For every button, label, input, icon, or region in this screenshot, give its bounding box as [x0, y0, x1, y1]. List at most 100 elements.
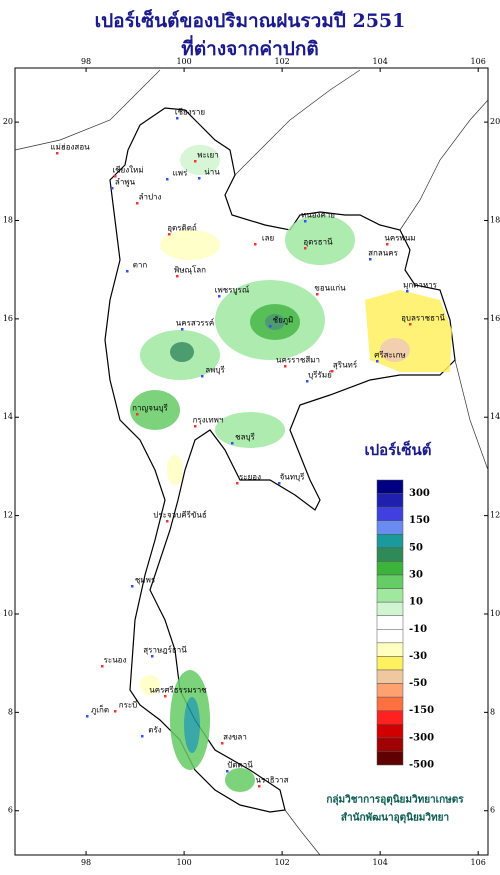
- station-marker: [176, 117, 179, 120]
- credit: กลุ่มวิชาการอุตุนิยมวิทยาเกษตร: [326, 794, 464, 806]
- station-marker: [258, 785, 261, 788]
- station-marker: [126, 270, 129, 273]
- legend-label: 10: [409, 597, 423, 608]
- y-tick-label: 12: [3, 511, 13, 520]
- station-marker: [376, 360, 379, 363]
- thailand: [104, 107, 456, 813]
- province-label: สุราษฎร์ธานี: [143, 645, 187, 655]
- station-marker: [194, 160, 197, 163]
- legend-swatch: [376, 696, 404, 711]
- legend-swatch: [376, 642, 404, 657]
- station-marker: [409, 323, 412, 326]
- legend-swatch: [376, 737, 404, 752]
- station-marker: [331, 370, 334, 373]
- station-marker: [56, 152, 59, 155]
- legend-swatch: [376, 724, 404, 739]
- y-tick-label: 8: [490, 707, 495, 716]
- province-label: เพชรบูรณ์: [215, 285, 250, 296]
- y-tick-label: 12: [490, 511, 500, 520]
- y-tick-label: 16: [490, 314, 500, 323]
- province-label: พิษณุโลก: [174, 265, 206, 275]
- province-label: น่าน: [204, 168, 220, 177]
- station-marker: [198, 177, 201, 180]
- legend-swatch: [376, 629, 404, 644]
- station-marker: [86, 715, 89, 718]
- title: เปอร์เซ็นต์ของปริมาณฝนรวมปี 2551: [95, 8, 406, 32]
- legend-swatch: [376, 710, 404, 725]
- province-label: ขอนแก่น: [314, 284, 346, 293]
- province-label: กรุงเทพฯ: [193, 416, 224, 425]
- station-marker: [284, 365, 287, 368]
- province-label: บุรีรัมย์: [308, 370, 332, 380]
- y-tick-label: 14: [3, 412, 13, 421]
- station-marker: [101, 665, 104, 668]
- station-marker: [254, 243, 257, 246]
- station-marker: [201, 375, 204, 378]
- credit: สำนักพัฒนาอุตุนิยมวิทยา: [341, 812, 449, 824]
- province-label: ระนอง: [104, 656, 127, 665]
- y-tick-label: 8: [8, 707, 13, 716]
- station-marker: [386, 243, 389, 246]
- province-label: สุรินทร์: [333, 360, 358, 370]
- legend-label: 30: [409, 570, 423, 581]
- x-tick-label: 106: [471, 858, 486, 867]
- legend-label: -500: [409, 760, 434, 771]
- station-marker: [269, 325, 272, 328]
- province-label: ตรัง: [148, 726, 161, 735]
- y-tick-label: 18: [3, 215, 13, 224]
- station-marker: [304, 247, 307, 250]
- x-tick-label: 106: [471, 57, 486, 66]
- x-tick-label: 98: [81, 858, 91, 867]
- station-marker: [131, 585, 134, 588]
- legend-swatch: [376, 479, 404, 494]
- station-marker: [114, 175, 117, 178]
- province-label: เลย: [262, 234, 274, 243]
- province-label: ศรีสะเกษ: [374, 351, 405, 360]
- station-marker: [166, 178, 169, 181]
- rain-shading: [130, 145, 452, 792]
- station-marker: [226, 770, 229, 773]
- station-marker: [136, 202, 139, 205]
- province-label: แพร่: [173, 169, 188, 178]
- province-label: สกลนคร: [368, 249, 398, 258]
- y-tick-label: 10: [3, 609, 13, 618]
- province-label: ระยอง: [239, 473, 261, 482]
- province-label: แม่ฮ่องสอน: [50, 143, 90, 152]
- province-label: ภูเก็ต: [91, 705, 109, 716]
- legend-swatch: [376, 669, 404, 684]
- station-marker: [194, 425, 197, 428]
- y-tick-label: 20: [3, 117, 13, 126]
- province-label: มุกดาหาร: [403, 281, 438, 290]
- legend-label: 300: [409, 488, 430, 499]
- province-label: ชัยภูมิ: [273, 316, 294, 326]
- station-marker: [176, 275, 179, 278]
- legend-swatch: [376, 574, 404, 589]
- province-label: ชุมพร: [135, 576, 156, 585]
- station-marker: [114, 710, 117, 713]
- province-label: ลำปาง: [139, 193, 162, 202]
- y-tick-label: 6: [8, 806, 13, 815]
- station-marker: [168, 233, 171, 236]
- station-marker: [218, 295, 221, 298]
- legend-swatch: [376, 493, 404, 508]
- province-label: หนองคาย: [301, 211, 335, 220]
- station-marker: [164, 695, 167, 698]
- legend-swatch: [376, 615, 404, 630]
- x-tick-label: 102: [274, 57, 289, 66]
- province-label: อุตรดิตถ์: [167, 223, 197, 233]
- legend-label: -300: [409, 732, 434, 743]
- x-tick-label: 102: [274, 858, 289, 867]
- y-tick-label: 18: [490, 215, 500, 224]
- station-marker: [278, 482, 281, 485]
- province-label: อุบลราชธานี: [401, 314, 445, 323]
- y-tick-label: 10: [490, 609, 500, 618]
- legend-label: 50: [409, 542, 423, 553]
- province-label: ชลบุรี: [235, 433, 255, 442]
- legend-label: -50: [409, 678, 427, 689]
- station-marker: [406, 290, 409, 293]
- y-tick-label: 16: [3, 314, 13, 323]
- station-marker: [236, 482, 239, 485]
- station-marker: [221, 742, 224, 745]
- legend-title: เปอร์เซ็นต์: [364, 440, 431, 459]
